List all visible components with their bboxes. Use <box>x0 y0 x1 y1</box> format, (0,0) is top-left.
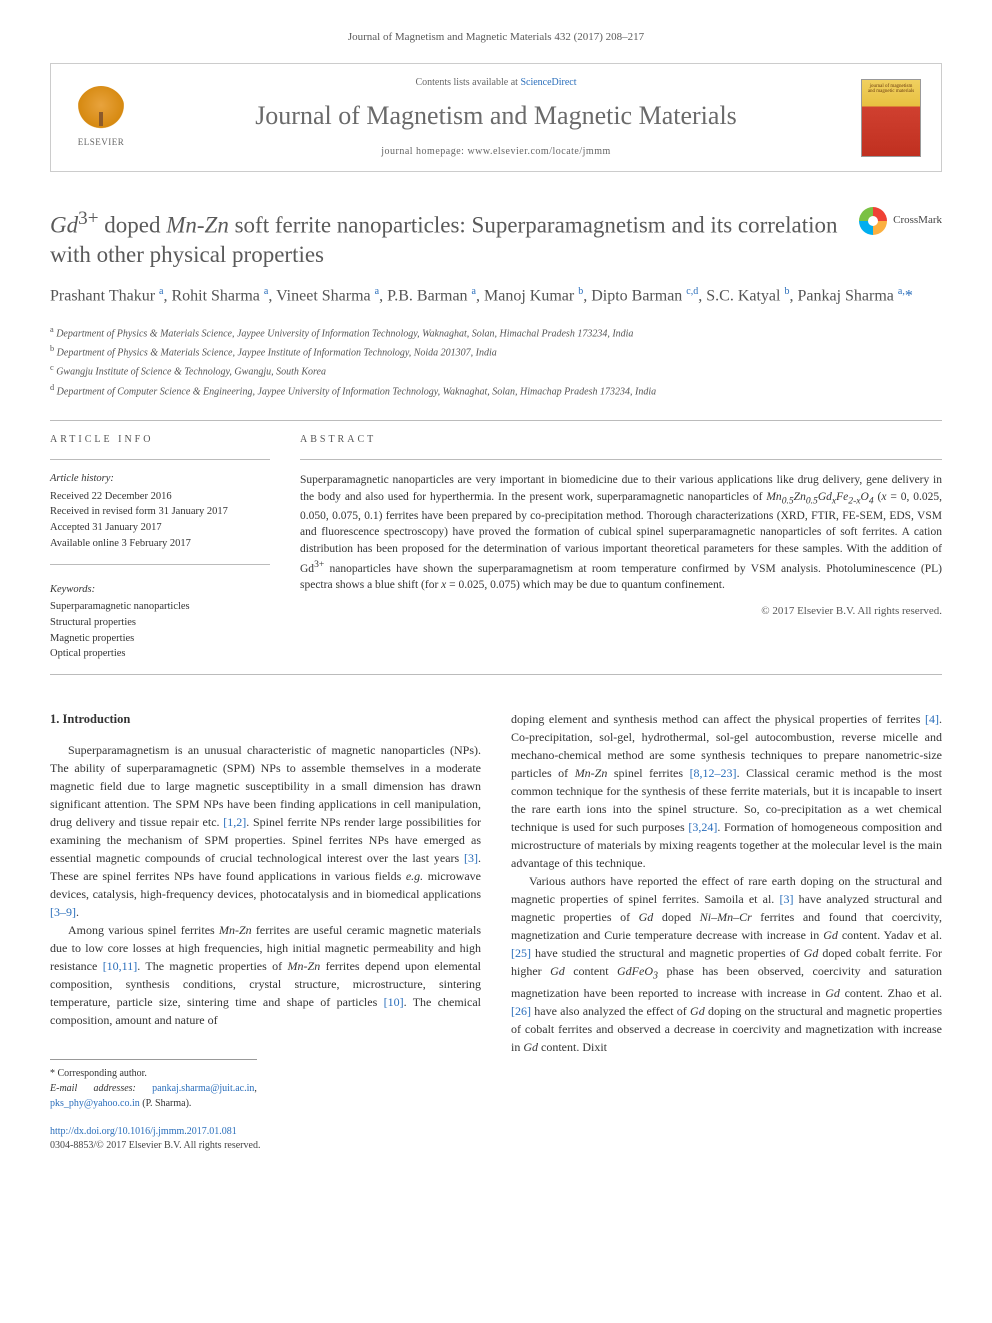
email-suffix: (P. Sharma). <box>142 1098 191 1109</box>
crossmark-badge[interactable]: CrossMark <box>859 207 942 235</box>
affiliations: a Department of Physics & Materials Scie… <box>50 323 942 400</box>
affiliation-a: a Department of Physics & Materials Scie… <box>50 323 942 342</box>
abstract-text: Superparamagnetic nanoparticles are very… <box>300 472 942 594</box>
article-info-column: ARTICLE INFO Article history: Received 2… <box>50 433 270 662</box>
elsevier-logo: ELSEVIER <box>71 84 131 152</box>
keyword: Superparamagnetic nanoparticles <box>50 599 270 615</box>
keyword: Optical properties <box>50 646 270 662</box>
history-accepted: Accepted 31 January 2017 <box>50 520 270 536</box>
body-paragraph: Superparamagnetism is an unusual charact… <box>50 741 481 921</box>
divider <box>50 674 942 675</box>
homepage-prefix: journal homepage: <box>381 146 467 157</box>
email-line: E-mail addresses: pankaj.sharma@juit.ac.… <box>50 1081 257 1111</box>
body-column-left: 1. Introduction Superparamagnetism is an… <box>50 710 481 1111</box>
abstract-heading: ABSTRACT <box>300 433 942 447</box>
divider <box>50 459 270 460</box>
crossmark-label: CrossMark <box>893 213 942 228</box>
keyword: Magnetic properties <box>50 631 270 647</box>
elsevier-tree-icon <box>77 86 125 134</box>
corresponding-author: * Corresponding author. <box>50 1066 257 1081</box>
body-columns: 1. Introduction Superparamagnetism is an… <box>50 710 942 1111</box>
email-link[interactable]: pankaj.sharma@juit.ac.in <box>152 1083 254 1094</box>
journal-cover-thumbnail: journal of magnetism and magnetic materi… <box>861 79 921 157</box>
divider <box>50 420 942 421</box>
body-paragraph: Various authors have reported the effect… <box>511 872 942 1055</box>
abstract-column: ABSTRACT Superparamagnetic nanoparticles… <box>300 433 942 662</box>
affiliation-d: d Department of Computer Science & Engin… <box>50 381 942 400</box>
page-footer: http://dx.doi.org/10.1016/j.jmmm.2017.01… <box>50 1125 942 1153</box>
body-paragraph: doping element and synthesis method can … <box>511 710 942 872</box>
journal-reference: Journal of Magnetism and Magnetic Materi… <box>50 30 942 45</box>
keyword: Structural properties <box>50 615 270 631</box>
keywords-heading: Keywords: <box>50 583 270 598</box>
history-heading: Article history: <box>50 472 270 487</box>
issn-copyright: 0304-8853/© 2017 Elsevier B.V. All right… <box>50 1139 942 1153</box>
email-label: E-mail addresses: <box>50 1083 136 1094</box>
email-link[interactable]: pks_phy@yahoo.co.in <box>50 1098 140 1109</box>
homepage-url[interactable]: www.elsevier.com/locate/jmmm <box>467 146 610 157</box>
divider <box>50 564 270 565</box>
contents-prefix: Contents lists available at <box>415 77 520 88</box>
footnotes: * Corresponding author. E-mail addresses… <box>50 1059 257 1111</box>
authors-list: Prashant Thakur a, Rohit Sharma a, Vinee… <box>50 284 942 308</box>
sciencedirect-link[interactable]: ScienceDirect <box>520 77 576 88</box>
affiliation-c: c Gwangju Institute of Science & Technol… <box>50 361 942 380</box>
history-received: Received 22 December 2016 <box>50 489 270 505</box>
journal-header: ELSEVIER Contents lists available at Sci… <box>50 63 942 171</box>
body-paragraph: Among various spinel ferrites Mn-Zn ferr… <box>50 921 481 1029</box>
journal-title: Journal of Magnetism and Magnetic Materi… <box>131 98 861 134</box>
article-info-heading: ARTICLE INFO <box>50 433 270 447</box>
homepage-line: journal homepage: www.elsevier.com/locat… <box>131 145 861 159</box>
affiliation-b: b Department of Physics & Materials Scie… <box>50 342 942 361</box>
abstract-copyright: © 2017 Elsevier B.V. All rights reserved… <box>300 604 942 619</box>
doi-link[interactable]: http://dx.doi.org/10.1016/j.jmmm.2017.01… <box>50 1126 237 1137</box>
crossmark-icon <box>859 207 887 235</box>
history-revised: Received in revised form 31 January 2017 <box>50 504 270 520</box>
body-column-right: doping element and synthesis method can … <box>511 710 942 1111</box>
article-title: Gd3+ doped Mn-Zn soft ferrite nanopartic… <box>50 207 859 270</box>
contents-line: Contents lists available at ScienceDirec… <box>131 76 861 90</box>
elsevier-text: ELSEVIER <box>78 136 125 149</box>
history-online: Available online 3 February 2017 <box>50 536 270 552</box>
section-heading: 1. Introduction <box>50 710 481 729</box>
divider <box>300 459 942 460</box>
